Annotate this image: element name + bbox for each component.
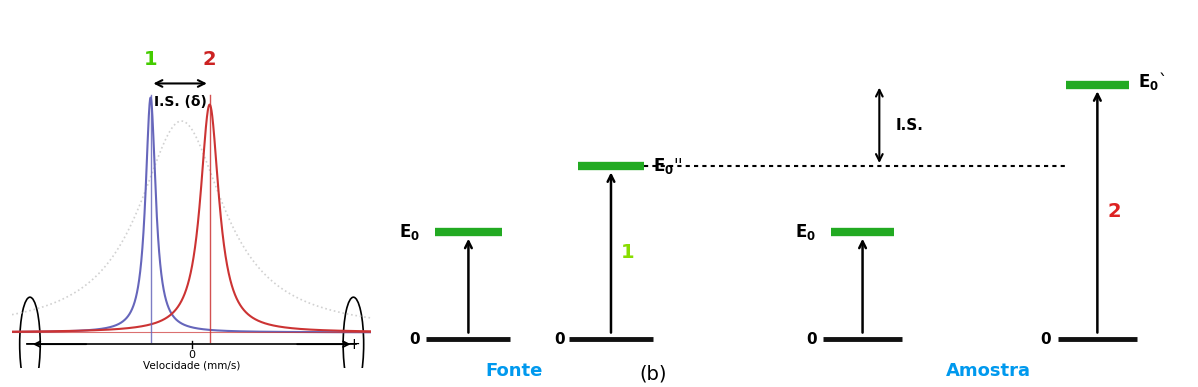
Text: $\mathbf{E_0}$: $\mathbf{E_0}$ — [795, 222, 817, 242]
Text: 0: 0 — [806, 332, 817, 347]
Text: I.S. (δ): I.S. (δ) — [153, 95, 206, 109]
Text: $\mathbf{E_0}$: $\mathbf{E_0}$ — [399, 222, 419, 242]
Text: Amostra: Amostra — [946, 361, 1030, 380]
Text: −: − — [24, 337, 36, 351]
Text: (b): (b) — [640, 364, 666, 383]
Text: 0: 0 — [1041, 332, 1052, 347]
Text: 1: 1 — [144, 50, 157, 69]
Text: 0: 0 — [188, 350, 195, 360]
Text: +: + — [347, 337, 359, 352]
Text: 0: 0 — [555, 332, 565, 347]
Text: 0: 0 — [410, 332, 419, 347]
Text: $\mathbf{E_0}$`: $\mathbf{E_0}$` — [1138, 70, 1164, 92]
Text: 1: 1 — [621, 243, 635, 262]
Text: Fonte: Fonte — [486, 361, 543, 380]
Text: 2: 2 — [202, 50, 217, 69]
Text: $\mathbf{E_0}$'': $\mathbf{E_0}$'' — [653, 156, 683, 176]
Text: I.S.: I.S. — [896, 118, 924, 133]
Text: 2: 2 — [1107, 202, 1121, 221]
Text: Velocidade (mm/s): Velocidade (mm/s) — [143, 361, 241, 371]
